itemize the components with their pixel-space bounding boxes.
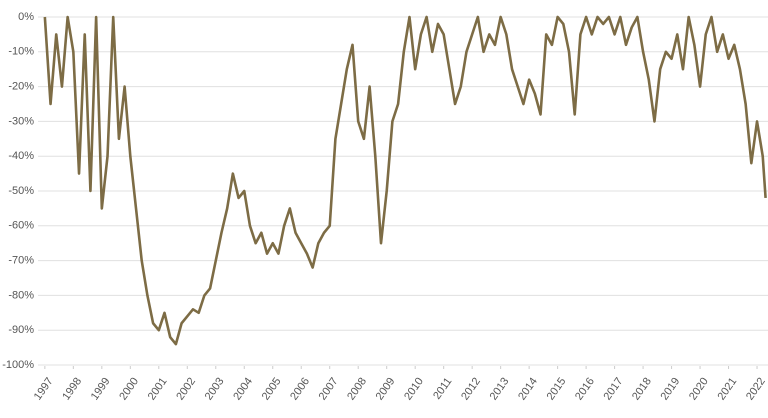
y-tick-label: -60% bbox=[8, 220, 34, 232]
x-tick-label: 2013 bbox=[488, 376, 512, 403]
y-tick-label: -90% bbox=[8, 324, 34, 336]
x-tick-label: 2002 bbox=[174, 376, 198, 403]
x-tick-label: 2012 bbox=[459, 376, 483, 403]
y-tick-label: -70% bbox=[8, 255, 34, 267]
x-tick-label: 2005 bbox=[260, 376, 284, 403]
x-tick-label: 2022 bbox=[744, 376, 768, 403]
y-tick-label: -100% bbox=[2, 359, 34, 371]
x-tick-label: 2018 bbox=[630, 376, 654, 403]
x-tick-label: 2007 bbox=[317, 376, 341, 403]
x-tick-label: 2011 bbox=[431, 376, 454, 402]
x-tick-label: 2004 bbox=[231, 376, 255, 403]
x-tick-label: 2010 bbox=[402, 376, 426, 403]
x-tick-label: 2019 bbox=[659, 376, 683, 403]
x-tick-label: 1997 bbox=[32, 376, 56, 403]
drawdown-line bbox=[43, 15, 767, 346]
x-tick-label: 2001 bbox=[146, 376, 170, 403]
x-tick-label: 2016 bbox=[573, 376, 597, 403]
x-tick-label: 2014 bbox=[516, 376, 540, 403]
x-tick-label: 2003 bbox=[203, 376, 227, 403]
x-tick-label: 1998 bbox=[60, 376, 84, 403]
x-tick-label: 2015 bbox=[545, 376, 569, 403]
y-tick-label: -30% bbox=[8, 115, 34, 127]
y-tick-label: -80% bbox=[8, 289, 34, 301]
y-tick-label: -50% bbox=[8, 185, 34, 197]
x-tick-label: 2020 bbox=[687, 376, 711, 403]
x-tick-label: 2017 bbox=[602, 376, 626, 403]
y-tick-label: 0% bbox=[18, 11, 34, 23]
y-tick-label: -10% bbox=[8, 46, 34, 58]
x-tick-label: 2000 bbox=[117, 376, 141, 403]
y-tick-label: -20% bbox=[8, 81, 34, 93]
x-tick-label: 2008 bbox=[345, 376, 369, 403]
x-tick-label: 2021 bbox=[716, 376, 740, 403]
x-tick-label: 1999 bbox=[89, 376, 113, 403]
x-tick-label: 2009 bbox=[374, 376, 398, 403]
x-tick-label: 2006 bbox=[288, 376, 312, 403]
y-tick-label: -40% bbox=[8, 150, 34, 162]
